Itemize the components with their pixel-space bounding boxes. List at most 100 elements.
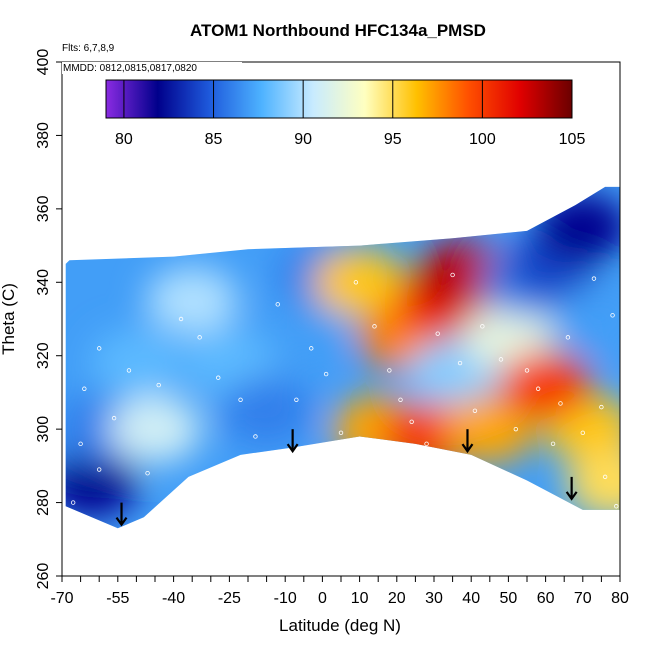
sample-point [70,500,76,505]
colorbar-tick-label: 105 [559,131,586,148]
sample-point [614,504,619,509]
y-axis: 260 280 300 320 340 360 380 400 [35,49,62,590]
sample-point [387,368,392,373]
sample-point [216,375,221,380]
sample-point [398,397,403,402]
colorbar-tick-label: 80 [115,131,133,148]
x-tick-label: 0 [318,590,327,607]
x-tick-label: -25 [218,590,241,607]
x-tick-label: 50 [500,590,518,607]
sample-point [457,360,463,366]
sample-point [524,368,530,373]
field-cell [555,285,620,353]
sample-point [409,419,414,424]
x-tick-label: -40 [162,590,185,607]
sample-point [550,441,556,447]
sample-point [565,335,571,340]
colorbar-tick-label: 90 [294,131,312,148]
sample-point [96,467,102,472]
y-tick-label: 260 [35,563,52,590]
sample-point [472,408,478,413]
sample-point [591,276,597,281]
x-tick-label: -70 [50,590,73,607]
colorbar-tick-label: 100 [469,131,496,148]
sample-point [535,386,541,391]
x-tick-label: 60 [537,590,555,607]
y-tick-label: 340 [35,269,52,296]
x-tick-label: 70 [574,590,592,607]
sample-point [309,346,314,351]
x-tick-label: 10 [351,590,369,607]
sample-point [610,313,615,318]
sample-point [197,335,202,340]
sample-point [294,397,299,402]
field-cell [90,329,183,398]
flights-annotation: Flts: 6,7,8,9 [62,43,115,54]
sample-point [275,302,280,307]
colorbar-tick-label: 95 [384,131,402,148]
field-cell [566,450,620,519]
colorbar-tick-label: 85 [205,131,223,148]
sample-point [558,401,563,406]
x-tick-label: 30 [425,590,443,607]
field-cell [220,376,313,445]
y-tick-label: 400 [35,49,52,76]
sample-point [424,441,429,447]
y-tick-label: 320 [35,342,52,369]
y-axis-label: Theta (C) [0,283,18,355]
sample-point [238,397,243,402]
sample-point [82,386,87,391]
field-cell [146,266,239,335]
x-axis: -70 -55 -40 -25 -10 0 10 20 30 40 50 60 70 80 [50,576,629,607]
field-cell [109,395,201,464]
x-tick-label: 40 [462,590,480,607]
sample-point [599,404,604,410]
sample-point [253,434,258,439]
x-tick-label: -55 [106,590,129,607]
sample-points [70,272,619,509]
chart-title: ATOM1 Northbound HFC134a_PMSD [190,21,486,40]
sample-point [602,474,608,480]
y-tick-label: 380 [35,122,52,149]
arrow-head [115,516,128,527]
x-tick-label: 20 [388,590,406,607]
sample-point [435,331,440,336]
sample-point [96,346,102,351]
sample-point [372,324,377,329]
arrow-head [461,443,474,454]
field-blobs [65,193,620,519]
sample-point [338,430,344,436]
sample-point [126,368,132,373]
sample-point [498,357,504,362]
x-tick-label: -10 [274,590,297,607]
field-cell [536,193,620,262]
sample-point [145,471,150,476]
sample-point [156,382,161,388]
field-cell [313,248,406,317]
colorbar: 80 85 90 95 100 105 [105,79,586,148]
sample-point [178,316,184,322]
sample-point [353,280,359,285]
mmdd-annotation: MMDD: 0812,0815,0817,0820 [63,63,197,74]
y-tick-label: 280 [35,489,52,516]
x-tick-label: 80 [611,590,629,607]
sample-point [580,430,585,436]
arrow-head [286,443,299,454]
y-tick-label: 360 [35,195,52,222]
field-cell [257,292,350,361]
sample-point [513,426,519,432]
arrow-head [565,491,578,501]
arrows [115,429,578,527]
colorbar-scale [105,79,573,119]
sample-point [480,324,485,329]
sample-point [450,272,455,278]
y-tick-label: 300 [35,416,52,443]
sample-point [78,441,83,447]
mmdd-backdrop [62,62,242,74]
x-axis-label: Latitude (deg N) [279,616,401,635]
sample-point [111,415,117,421]
sample-point [323,371,329,377]
field-cell [499,351,592,420]
field-cell [65,450,138,519]
